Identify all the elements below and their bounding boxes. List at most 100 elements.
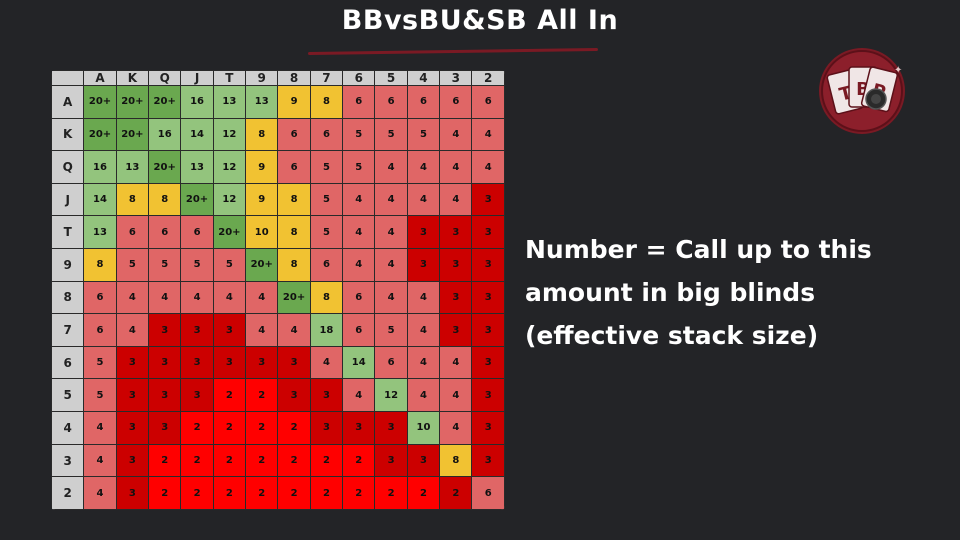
- range-cell: 6: [342, 280, 376, 315]
- row-header: T: [51, 215, 85, 250]
- range-cell: 20+: [83, 117, 117, 152]
- range-cell: 20+: [212, 215, 247, 250]
- corner-cell: [51, 70, 85, 86]
- table-row: 7 6 4 3 3 3 4 4 18 6 5 4 3 3: [51, 313, 505, 347]
- range-cell: 3: [212, 345, 247, 380]
- row-header: A: [51, 85, 85, 119]
- range-cell: 3: [471, 182, 505, 217]
- range-cell: 6: [115, 215, 150, 250]
- range-cell: 4: [439, 411, 473, 445]
- range-cell: 3: [471, 345, 505, 380]
- column-header: A: [83, 70, 117, 86]
- column-header: 5: [374, 70, 408, 86]
- range-cell: 3: [471, 280, 505, 315]
- range-cell: 4: [83, 443, 117, 478]
- row-header: 9: [51, 248, 85, 282]
- range-cell: 5: [83, 345, 117, 380]
- range-cell: 20+: [83, 85, 117, 119]
- range-cell: 3: [406, 248, 441, 282]
- table-row: J 14 8 8 20+ 12 9 8 5 4 4 4 4 3: [51, 182, 505, 217]
- range-cell: 6: [374, 85, 408, 119]
- range-cell: 4: [471, 117, 505, 152]
- range-cell: 4: [245, 280, 279, 315]
- row-header: 4: [51, 411, 85, 445]
- range-cell: 6: [309, 248, 344, 282]
- row-header: 2: [51, 476, 85, 510]
- title-underline: [307, 47, 599, 56]
- range-cell: 3: [439, 313, 473, 347]
- range-cell: 13: [115, 150, 150, 184]
- range-cell: 8: [115, 182, 150, 217]
- range-cell: 3: [277, 345, 311, 380]
- range-cell: 14: [180, 117, 214, 152]
- range-cell: 3: [245, 345, 279, 380]
- range-cell: 3: [342, 411, 376, 445]
- range-cell: 4: [115, 313, 150, 347]
- column-header: 6: [342, 70, 376, 86]
- range-cell: 14: [83, 182, 117, 217]
- range-cell: 4: [406, 182, 441, 217]
- range-cell: 5: [342, 117, 376, 152]
- range-cell: 3: [212, 313, 247, 347]
- row-header: Q: [51, 150, 85, 184]
- range-cell: 2: [245, 411, 279, 445]
- range-cell: 5: [374, 117, 408, 152]
- range-cell: 3: [406, 215, 441, 250]
- range-cell: 3: [115, 476, 150, 510]
- range-cell: 8: [277, 215, 311, 250]
- range-cell: 5: [180, 248, 214, 282]
- table-row: 4 4 3 3 2 2 2 2 3 3 3 10 4 3: [51, 411, 505, 445]
- range-cell: 2: [406, 476, 441, 510]
- range-cell: 16: [148, 117, 182, 152]
- range-cell: 6: [471, 85, 505, 119]
- range-cell: 6: [342, 313, 376, 347]
- range-cell: 4: [406, 313, 441, 347]
- range-cell: 3: [277, 378, 311, 413]
- range-cell: 4: [342, 248, 376, 282]
- column-header: J: [180, 70, 214, 86]
- range-cell: 3: [180, 345, 214, 380]
- range-cell: 4: [374, 280, 408, 315]
- row-header: 3: [51, 443, 85, 478]
- table-row: 8 6 4 4 4 4 4 20+ 8 6 4 4 3 3: [51, 280, 505, 315]
- range-cell: 20+: [245, 248, 279, 282]
- range-cell: 3: [471, 411, 505, 445]
- row-header: 5: [51, 378, 85, 413]
- range-cell: 4: [83, 476, 117, 510]
- range-cell: 2: [180, 443, 214, 478]
- range-cell: 4: [471, 150, 505, 184]
- range-cell: 6: [309, 117, 344, 152]
- range-cell: 10: [406, 411, 441, 445]
- range-cell: 13: [83, 215, 117, 250]
- range-cell: 12: [212, 182, 247, 217]
- range-cell: 5: [309, 182, 344, 217]
- range-cell: 3: [471, 313, 505, 347]
- range-cell: 4: [406, 345, 441, 380]
- range-cell: 6: [83, 313, 117, 347]
- range-cell: 3: [148, 345, 182, 380]
- page-title: BBvsBU&SB All In: [341, 5, 619, 36]
- range-cell: 2: [180, 476, 214, 510]
- range-cell: 2: [277, 476, 311, 510]
- range-cell: 3: [148, 378, 182, 413]
- range-cell: 4: [374, 248, 408, 282]
- range-cell: 8: [148, 182, 182, 217]
- range-cell: 4: [439, 345, 473, 380]
- range-cell: 8: [309, 280, 344, 315]
- range-cell: 5: [309, 215, 344, 250]
- range-cell: 4: [212, 280, 247, 315]
- range-cell: 4: [245, 313, 279, 347]
- range-cell: 18: [309, 313, 344, 347]
- range-cell: 20+: [115, 85, 150, 119]
- range-cell: 3: [406, 443, 441, 478]
- table-row: K 20+ 20+ 16 14 12 8 6 6 5 5 5 4 4: [51, 117, 505, 152]
- range-cell: 2: [148, 476, 182, 510]
- legend-line-2: amount in big blinds: [525, 278, 816, 307]
- range-cell: 4: [374, 215, 408, 250]
- range-cell: 5: [148, 248, 182, 282]
- range-cell: 12: [374, 378, 408, 413]
- row-header: 8: [51, 280, 85, 315]
